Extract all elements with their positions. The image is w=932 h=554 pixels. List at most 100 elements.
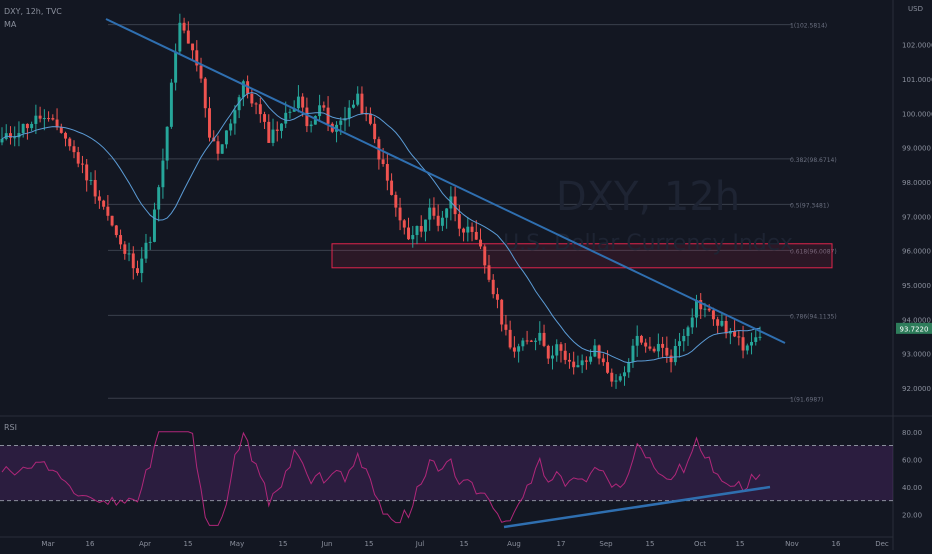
candle-body <box>68 138 72 147</box>
candle-body <box>428 207 432 220</box>
candle-body <box>724 320 728 334</box>
candle-body <box>741 337 745 351</box>
candle-body <box>436 215 440 226</box>
candle-body <box>42 118 46 120</box>
candle-body <box>479 239 482 247</box>
candle-body <box>322 105 326 108</box>
candle-body <box>758 336 762 338</box>
candle-body <box>487 265 491 280</box>
candle-body <box>610 372 614 382</box>
candle-body <box>665 347 669 356</box>
candle-body <box>390 180 394 195</box>
candle-body <box>474 231 478 240</box>
candle-body <box>572 361 576 368</box>
candle-body <box>707 308 711 311</box>
candle-body <box>737 336 741 338</box>
candle-body <box>195 50 199 66</box>
candle-body <box>64 132 67 139</box>
candle-body <box>148 241 152 243</box>
candle-body <box>711 310 715 320</box>
last-price-value: 93.7220 <box>900 325 929 333</box>
candle-body <box>267 121 271 143</box>
price-pane[interactable]: 1(102.5814) 0.382(98.6714) 0.5(97.3481) 0.6… <box>0 7 837 403</box>
candle-body <box>93 179 97 197</box>
time-tick-label: Aug <box>507 540 521 548</box>
candle-body <box>402 220 406 228</box>
time-tick-label: 15 <box>646 540 655 548</box>
candle-body <box>220 144 224 154</box>
time-tick-label: 17 <box>557 540 566 548</box>
candle-body <box>440 217 444 226</box>
candle-body <box>136 268 139 274</box>
time-tick-label: 15 <box>736 540 745 548</box>
price-tick-labels: 102.0000 101.0000 100.0000 99.0000 98.0000 97… <box>902 42 932 393</box>
candle-body <box>186 30 190 44</box>
candle-body <box>745 345 749 351</box>
rsi-tick-labels: 80.00 60.00 40.00 20.00 <box>902 429 922 520</box>
candle-body <box>508 329 512 348</box>
candle-body <box>284 112 288 124</box>
candle-body <box>407 227 410 240</box>
candle-body <box>462 228 466 233</box>
price-tick-label: 95.0000 <box>902 282 931 290</box>
candle-body <box>51 118 55 120</box>
fib-level-label: 0.5(97.3481) <box>790 202 829 209</box>
price-tick-label: 96.0000 <box>902 248 931 256</box>
candle-body <box>623 372 626 377</box>
candle-body <box>292 108 296 112</box>
candle-body <box>453 196 457 215</box>
price-axis[interactable]: USD 102.0000 101.0000 100.0000 99.0000 98.00… <box>892 0 932 550</box>
candle-body <box>466 226 470 233</box>
candle-body <box>72 146 76 153</box>
candle-body <box>106 206 110 216</box>
candle-body <box>339 120 343 125</box>
candle-body <box>347 107 351 119</box>
candle-body <box>199 65 203 79</box>
descending-trendline[interactable] <box>105 18 786 344</box>
fib-level-label: 1(102.5814) <box>790 23 827 30</box>
candle-body <box>525 340 529 342</box>
price-tick-label: 101.0000 <box>902 76 932 84</box>
time-tick-label: Mar <box>41 540 54 548</box>
candle-body <box>500 299 504 325</box>
candle-body <box>30 123 34 129</box>
time-tick-label: 16 <box>86 540 95 548</box>
time-tick-label: 15 <box>184 540 193 548</box>
time-tick-label: Nov <box>785 540 799 548</box>
candle-body <box>716 319 720 326</box>
candle-body <box>271 129 275 143</box>
time-axis[interactable]: Mar 16 Apr 15 May 15 Jun 15 Jul 15 Aug 17 Sep 15 Oct 15… <box>0 536 893 548</box>
price-tick-label: 102.0000 <box>902 42 932 50</box>
candle-body <box>119 235 123 245</box>
rsi-trendline[interactable] <box>503 485 771 529</box>
rsi-pane[interactable]: RSI 80.00 60.00 40.00 20.00 <box>0 423 922 529</box>
candle-body <box>563 350 567 360</box>
candle-body <box>288 111 292 113</box>
candle-body <box>296 96 300 109</box>
rsi-tick-label: 80.00 <box>902 429 922 437</box>
candle-body <box>34 115 38 124</box>
fib-level-label: 0.786(94.1135) <box>790 313 837 320</box>
candle-body <box>419 226 423 232</box>
candlestick-series[interactable] <box>0 13 762 389</box>
candle-body <box>699 300 703 310</box>
candle-body <box>174 51 178 83</box>
candle-body <box>703 308 707 310</box>
candle-body <box>695 300 698 318</box>
price-tick-label: 94.0000 <box>902 316 931 324</box>
candle-body <box>17 133 21 138</box>
candle-body <box>682 335 686 342</box>
candle-body <box>669 355 673 363</box>
fib-level-label: 0.618(96.0087) <box>790 248 837 255</box>
price-tick-label: 97.0000 <box>902 213 931 221</box>
last-price-badge <box>896 322 932 334</box>
time-tick-label: Dec <box>875 540 889 548</box>
candle-body <box>394 194 398 208</box>
candle-body <box>750 341 754 346</box>
currency-label: USD <box>908 5 923 13</box>
candle-body <box>661 343 665 348</box>
candle-body <box>47 118 51 120</box>
